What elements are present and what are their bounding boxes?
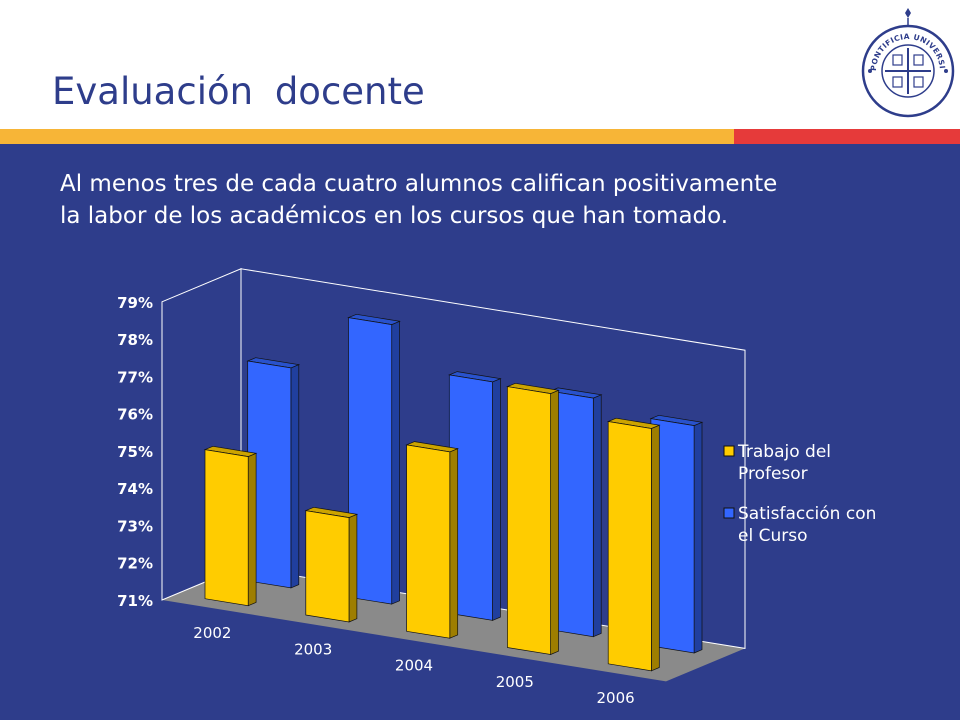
x-tick-label-2005: 2005 [496, 673, 534, 691]
bar-s2-2002-side [290, 364, 300, 589]
y-tick-label: 74% [117, 480, 153, 498]
bar-s2-2004-side [492, 378, 501, 621]
legend-label-2: Satisfacción con [738, 504, 876, 524]
bar-s1-2002-side [247, 452, 257, 607]
x-tick-label-2006: 2006 [597, 689, 635, 707]
y-tick-label: 79% [117, 294, 153, 312]
bar-s1-2006-front [607, 421, 652, 672]
y-tick-label: 72% [117, 555, 153, 573]
bar-s2-2005-side [592, 394, 602, 638]
bar-s1-2005-front [507, 386, 551, 655]
bar-s1-2003-side [348, 513, 358, 623]
subtitle-line-2: la labor de los académicos en los cursos… [60, 203, 729, 229]
bar-s2-2002-front [247, 360, 292, 589]
legend-swatch-1 [723, 445, 735, 457]
bar-s1-2003-front [305, 510, 350, 623]
bar-s1-2004-front [406, 444, 451, 639]
subtitle-line-1: Al menos tres de cada cuatro alumnos cal… [60, 171, 778, 197]
legend-swatch-2 [723, 507, 735, 519]
bar-s1-2004-side [449, 448, 459, 639]
bar-s1-2006-side [651, 424, 660, 672]
x-tick-label-2002: 2002 [193, 624, 231, 642]
y-tick-label: 76% [117, 406, 153, 424]
bar-s2-2006-side [693, 421, 703, 654]
y-tick-label: 73% [117, 517, 153, 535]
y-tick-label: 78% [117, 331, 153, 349]
legend-label-1: Profesor [738, 464, 808, 484]
slide-subtitle: Al menos tres de cada cuatro alumnos cal… [60, 168, 940, 232]
y-tick-label: 71% [117, 592, 153, 610]
y-tick-label: 77% [117, 368, 153, 386]
legend-label-2: el Curso [738, 526, 807, 546]
accent-bar-yellow [0, 129, 734, 144]
y-tick-label: 75% [117, 443, 153, 461]
bar-s1-2002-front [204, 449, 249, 607]
x-tick-label-2003: 2003 [294, 640, 332, 658]
bar-s2-2003-front [348, 317, 393, 605]
accent-bar-red [734, 129, 960, 144]
header-band [0, 0, 960, 129]
bar-s2-2003-side [391, 320, 400, 605]
university-seal-icon: PONTIFICIA UNIVERSIDAD CATÓLICA DE CHILE [858, 8, 955, 118]
bar-s1-2005-side [550, 389, 559, 656]
x-tick-label-2004: 2004 [395, 657, 433, 675]
legend-label-1: Trabajo del [737, 442, 831, 462]
slide-title: Evaluación docente [52, 70, 425, 113]
